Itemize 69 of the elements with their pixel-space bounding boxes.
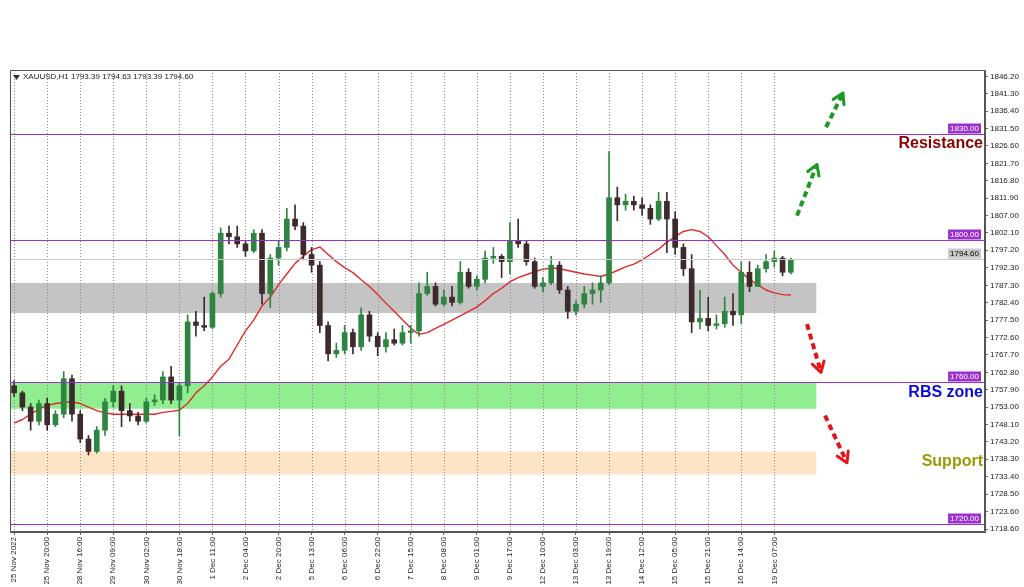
candlestick — [614, 186, 621, 222]
x-tick-label: 5 Dec 13:00 — [306, 536, 316, 581]
annotation: Resistance — [898, 133, 984, 151]
x-tick-label: 15 Dec 21:00 — [703, 536, 713, 585]
y-tick-label: 1777.50 — [990, 315, 1020, 325]
x-tick-label: 6 Dec 22:00 — [372, 536, 382, 581]
x-tick-label: 9 Dec 17:00 — [505, 536, 515, 581]
x-tick-label: 25 Nov 2022 — [9, 536, 19, 583]
candlestick — [697, 289, 703, 330]
y-tick-label: 1826.60 — [990, 141, 1020, 151]
x-tick-label: 1 Dec 11:00 — [207, 536, 217, 580]
y-tick-label: 1733.40 — [990, 471, 1020, 481]
y-tick-label: 1811.90 — [990, 193, 1019, 203]
annotation: RBS zone — [908, 382, 984, 400]
ref-line-label: 1760.00 — [950, 372, 980, 381]
y-tick-label: 1772.60 — [990, 332, 1020, 342]
y-tick-label: 1816.80 — [990, 175, 1020, 185]
chart-title: XAUUSD,H1 1793.39 1794.63 1793.39 1794.60 — [23, 72, 194, 82]
x-tick-label: 6 Dec 06:00 — [339, 536, 349, 581]
y-tick-label: 1743.20 — [990, 437, 1020, 447]
x-tick-label: 19 Dec 07:00 — [769, 536, 779, 585]
y-tick-label: 1757.90 — [990, 384, 1020, 394]
x-tick-label: 14 Dec 12:00 — [637, 536, 647, 585]
candlestick — [639, 197, 645, 216]
x-tick-label: 9 Dec 01:00 — [472, 536, 482, 581]
x-tick-label: 13 Dec 03:00 — [571, 536, 581, 585]
y-tick-label: 1807.00 — [990, 210, 1020, 220]
x-tick-label: 30 Nov 02:00 — [141, 536, 151, 585]
x-tick-label: 28 Nov 16:00 — [75, 536, 85, 585]
y-tick-label: 1718.60 — [990, 524, 1020, 534]
candlestick — [201, 296, 207, 332]
x-tick-label: 29 Nov 09:00 — [108, 536, 118, 585]
y-tick-label: 1762.80 — [990, 367, 1020, 377]
y-tick-label: 1787.30 — [990, 280, 1020, 290]
ref-line-label: 1720.00 — [950, 514, 980, 523]
y-tick-label: 1738.30 — [990, 454, 1020, 464]
x-tick-label: 2 Dec 20:00 — [273, 536, 283, 581]
candlestick — [407, 325, 414, 344]
candlestick — [705, 296, 712, 332]
y-tick-label: 1782.40 — [990, 297, 1020, 307]
ref-line-label: 1800.00 — [950, 230, 980, 239]
y-tick-label: 1797.20 — [990, 245, 1020, 255]
ref-line-label: 1830.00 — [950, 124, 980, 133]
y-tick-label: 1821.70 — [990, 158, 1020, 168]
x-tick-label: 13 Dec 19:00 — [604, 536, 614, 585]
candlestick — [193, 310, 199, 337]
y-tick-label: 1831.50 — [990, 123, 1020, 133]
candlestick — [597, 275, 604, 303]
x-tick-label: 2 Dec 04:00 — [240, 536, 250, 581]
x-tick-label: 8 Dec 08:00 — [439, 536, 448, 581]
y-tick-label: 1841.30 — [990, 88, 1020, 98]
y-tick-label: 1767.70 — [990, 350, 1020, 360]
x-tick-label: 15 Dec 05:00 — [670, 536, 680, 585]
ref-line-label: 1794.60 — [950, 249, 980, 258]
y-tick-label: 1802.10 — [990, 228, 1020, 238]
x-tick-label: 30 Nov 18:00 — [174, 536, 184, 585]
x-tick-label: 12 Dec 10:00 — [538, 536, 548, 585]
y-tick-label: 1723.60 — [990, 506, 1020, 516]
annotation: Support — [921, 452, 984, 470]
y-tick-label: 1836.40 — [990, 106, 1020, 116]
x-tick-label: 7 Dec 15:00 — [405, 536, 415, 581]
y-tick-label: 1846.20 — [990, 71, 1020, 81]
y-tick-label: 1753.00 — [990, 402, 1020, 412]
candlestick — [730, 293, 736, 326]
y-tick-label: 1792.30 — [990, 262, 1020, 272]
y-tick-label: 1748.10 — [990, 419, 1020, 429]
x-tick-label: 16 Dec 14:00 — [736, 536, 746, 585]
x-tick-label: 25 Nov 20:00 — [42, 536, 52, 585]
y-tick-label: 1728.50 — [990, 489, 1020, 499]
